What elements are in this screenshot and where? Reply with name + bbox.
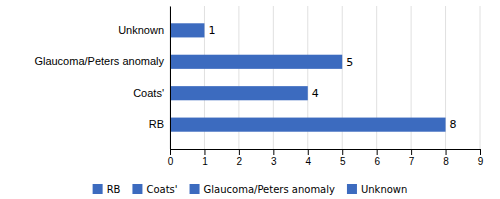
x-tick: 9	[478, 149, 484, 167]
bar	[170, 118, 446, 132]
x-tick-mark	[377, 149, 378, 155]
y-axis-line	[170, 7, 171, 150]
y-tick-label: RB	[149, 118, 164, 130]
data-label: 8	[450, 118, 457, 131]
x-tick-label: 0	[168, 156, 174, 167]
legend-swatch	[132, 184, 142, 194]
x-tick: 7	[409, 149, 415, 167]
x-tick: 0	[168, 149, 174, 167]
x-tick: 6	[374, 149, 380, 167]
x-tick-mark	[308, 149, 309, 155]
grid	[170, 6, 480, 149]
x-tick-mark	[204, 149, 205, 155]
legend-item: Glaucoma/Peters anomaly	[190, 184, 335, 195]
bar	[170, 55, 342, 69]
y-tick-label: Coats'	[133, 87, 164, 99]
x-tick-mark	[480, 149, 481, 155]
x-tick: 2	[237, 149, 243, 167]
y-tick: Coats'	[133, 87, 170, 99]
legend-label: Glaucoma/Peters anomaly	[204, 184, 335, 195]
y-tick-label: Glaucoma/Peters anomaly	[34, 55, 164, 67]
data-label: 4	[312, 87, 319, 100]
x-tick-label: 8	[443, 156, 449, 167]
grid-line	[170, 6, 171, 149]
y-tick: RB	[149, 118, 170, 130]
y-tick: Glaucoma/Peters anomaly	[34, 55, 170, 67]
x-tick-label: 7	[409, 156, 415, 167]
x-tick: 8	[443, 149, 449, 167]
plot: 0 1 2 3 4 5 6 7 8 9 RB Coats' Glaucoma/Peters anomal…	[34, 6, 483, 167]
legend-swatch	[190, 184, 200, 194]
legend-item: Unknown	[347, 184, 407, 195]
bars	[170, 23, 446, 131]
x-tick-label: 1	[202, 156, 208, 167]
x-tick-label: 3	[271, 156, 277, 167]
legend-label: Coats'	[146, 184, 177, 195]
x-axis-line	[171, 150, 481, 156]
bar	[170, 86, 308, 100]
legend-swatch	[347, 184, 357, 194]
legend-item: RB	[93, 184, 121, 195]
x-tick-mark	[446, 149, 447, 155]
legend-swatch	[93, 184, 103, 194]
data-label: 1	[208, 24, 215, 37]
x-tick-label: 2	[237, 156, 243, 167]
x-tick-label: 4	[305, 156, 311, 167]
bar	[170, 23, 204, 37]
x-tick: 4	[305, 149, 311, 167]
legend-item: Coats'	[132, 184, 177, 195]
x-tick-mark	[342, 149, 343, 155]
chart: 0 1 2 3 4 5 6 7 8 9 RB Coats' Glaucoma/Peters anomal…	[0, 0, 500, 199]
x-tick-label: 9	[478, 156, 484, 167]
legend-label: RB	[107, 184, 121, 195]
data-label: 5	[346, 56, 353, 69]
x-tick-label: 6	[374, 156, 380, 167]
x-tick-mark	[239, 149, 240, 155]
x-axis: 0 1 2 3 4 5 6 7 8 9	[168, 149, 484, 167]
grid-line	[480, 6, 481, 149]
x-tick-mark	[273, 149, 274, 155]
data-labels: 8 4 5 1	[208, 24, 456, 131]
x-tick: 1	[202, 149, 208, 167]
legend-label: Unknown	[361, 184, 407, 195]
y-axis: RB Coats' Glaucoma/Peters anomaly Unknown	[34, 7, 170, 150]
x-tick-label: 5	[340, 156, 346, 167]
x-tick-mark	[170, 149, 171, 155]
legend: RB Coats' Glaucoma/Peters anomaly Unknown	[93, 184, 408, 195]
y-tick: Unknown	[118, 24, 170, 36]
x-tick: 3	[271, 149, 277, 167]
x-tick: 5	[340, 149, 346, 167]
x-tick-mark	[411, 149, 412, 155]
y-tick-label: Unknown	[118, 24, 164, 36]
